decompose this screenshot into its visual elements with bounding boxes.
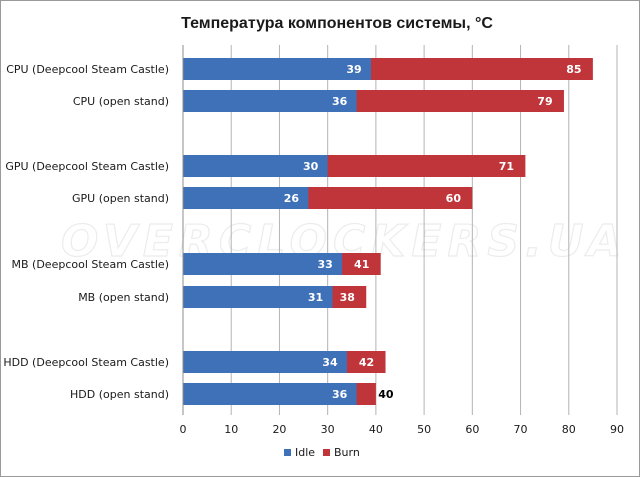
- category-label: CPU (open stand): [73, 95, 169, 108]
- category-label: HDD (Deepcool Steam Castle): [3, 356, 169, 369]
- bar-idle: [183, 90, 357, 112]
- x-tick-label: 40: [369, 423, 383, 436]
- bar-idle: [183, 253, 343, 275]
- bars: [183, 58, 593, 405]
- x-tick-label: 70: [514, 423, 528, 436]
- data-label-burn: 41: [354, 258, 369, 271]
- category-label: CPU (Deepcool Steam Castle): [6, 63, 169, 76]
- category-label: MB (Deepcool Steam Castle): [12, 258, 169, 271]
- x-tick-label: 10: [224, 423, 238, 436]
- data-labels: 39 85 36 79 30 71 26 60 33 41 31 38 34 42 36 40: [284, 63, 582, 401]
- data-label-idle: 31: [308, 291, 323, 304]
- data-label-idle: 26: [284, 192, 300, 205]
- x-tick-label: 30: [321, 423, 335, 436]
- legend: Idle Burn: [284, 446, 360, 459]
- data-label-burn: 71: [499, 160, 514, 173]
- data-label-burn: 38: [340, 291, 355, 304]
- category-labels: CPU (Deepcool Steam Castle) CPU (open sta…: [3, 63, 169, 401]
- x-tick-label: 20: [272, 423, 286, 436]
- x-tick-label: 80: [562, 423, 576, 436]
- legend-swatch-burn: [323, 449, 330, 456]
- bar-idle: [183, 286, 333, 308]
- data-label-burn: 79: [537, 95, 552, 108]
- x-axis-ticks: 0 10 20 30 40 50 60 70 80 90: [180, 423, 625, 436]
- data-label-idle: 39: [346, 63, 361, 76]
- data-label-idle: 30: [303, 160, 319, 173]
- x-tick-label: 90: [610, 423, 624, 436]
- bar-idle: [183, 383, 357, 405]
- data-label-idle: 36: [332, 388, 348, 401]
- legend-label-burn: Burn: [334, 446, 360, 459]
- legend-label-idle: Idle: [295, 446, 315, 459]
- data-label-idle: 34: [322, 356, 338, 369]
- data-label-burn: 40: [378, 388, 394, 401]
- category-label: GPU (Deepcool Steam Castle): [5, 160, 169, 173]
- bar-idle: [183, 58, 372, 80]
- category-label: MB (open stand): [78, 291, 169, 304]
- x-tick-label: 0: [180, 423, 187, 436]
- data-label-burn: 42: [359, 356, 374, 369]
- x-tick-label: 50: [417, 423, 431, 436]
- data-label-burn: 60: [446, 192, 462, 205]
- x-tick-label: 60: [465, 423, 479, 436]
- category-label: HDD (open stand): [70, 388, 169, 401]
- bar-idle: [183, 187, 309, 209]
- category-label: GPU (open stand): [72, 192, 169, 205]
- legend-swatch-idle: [284, 449, 291, 456]
- chart-title: Температура компонентов системы, °C: [181, 15, 493, 32]
- bar-idle: [183, 155, 328, 177]
- data-label-idle: 36: [332, 95, 348, 108]
- data-label-burn: 85: [566, 63, 581, 76]
- bar-idle: [183, 351, 347, 373]
- data-label-idle: 33: [317, 258, 332, 271]
